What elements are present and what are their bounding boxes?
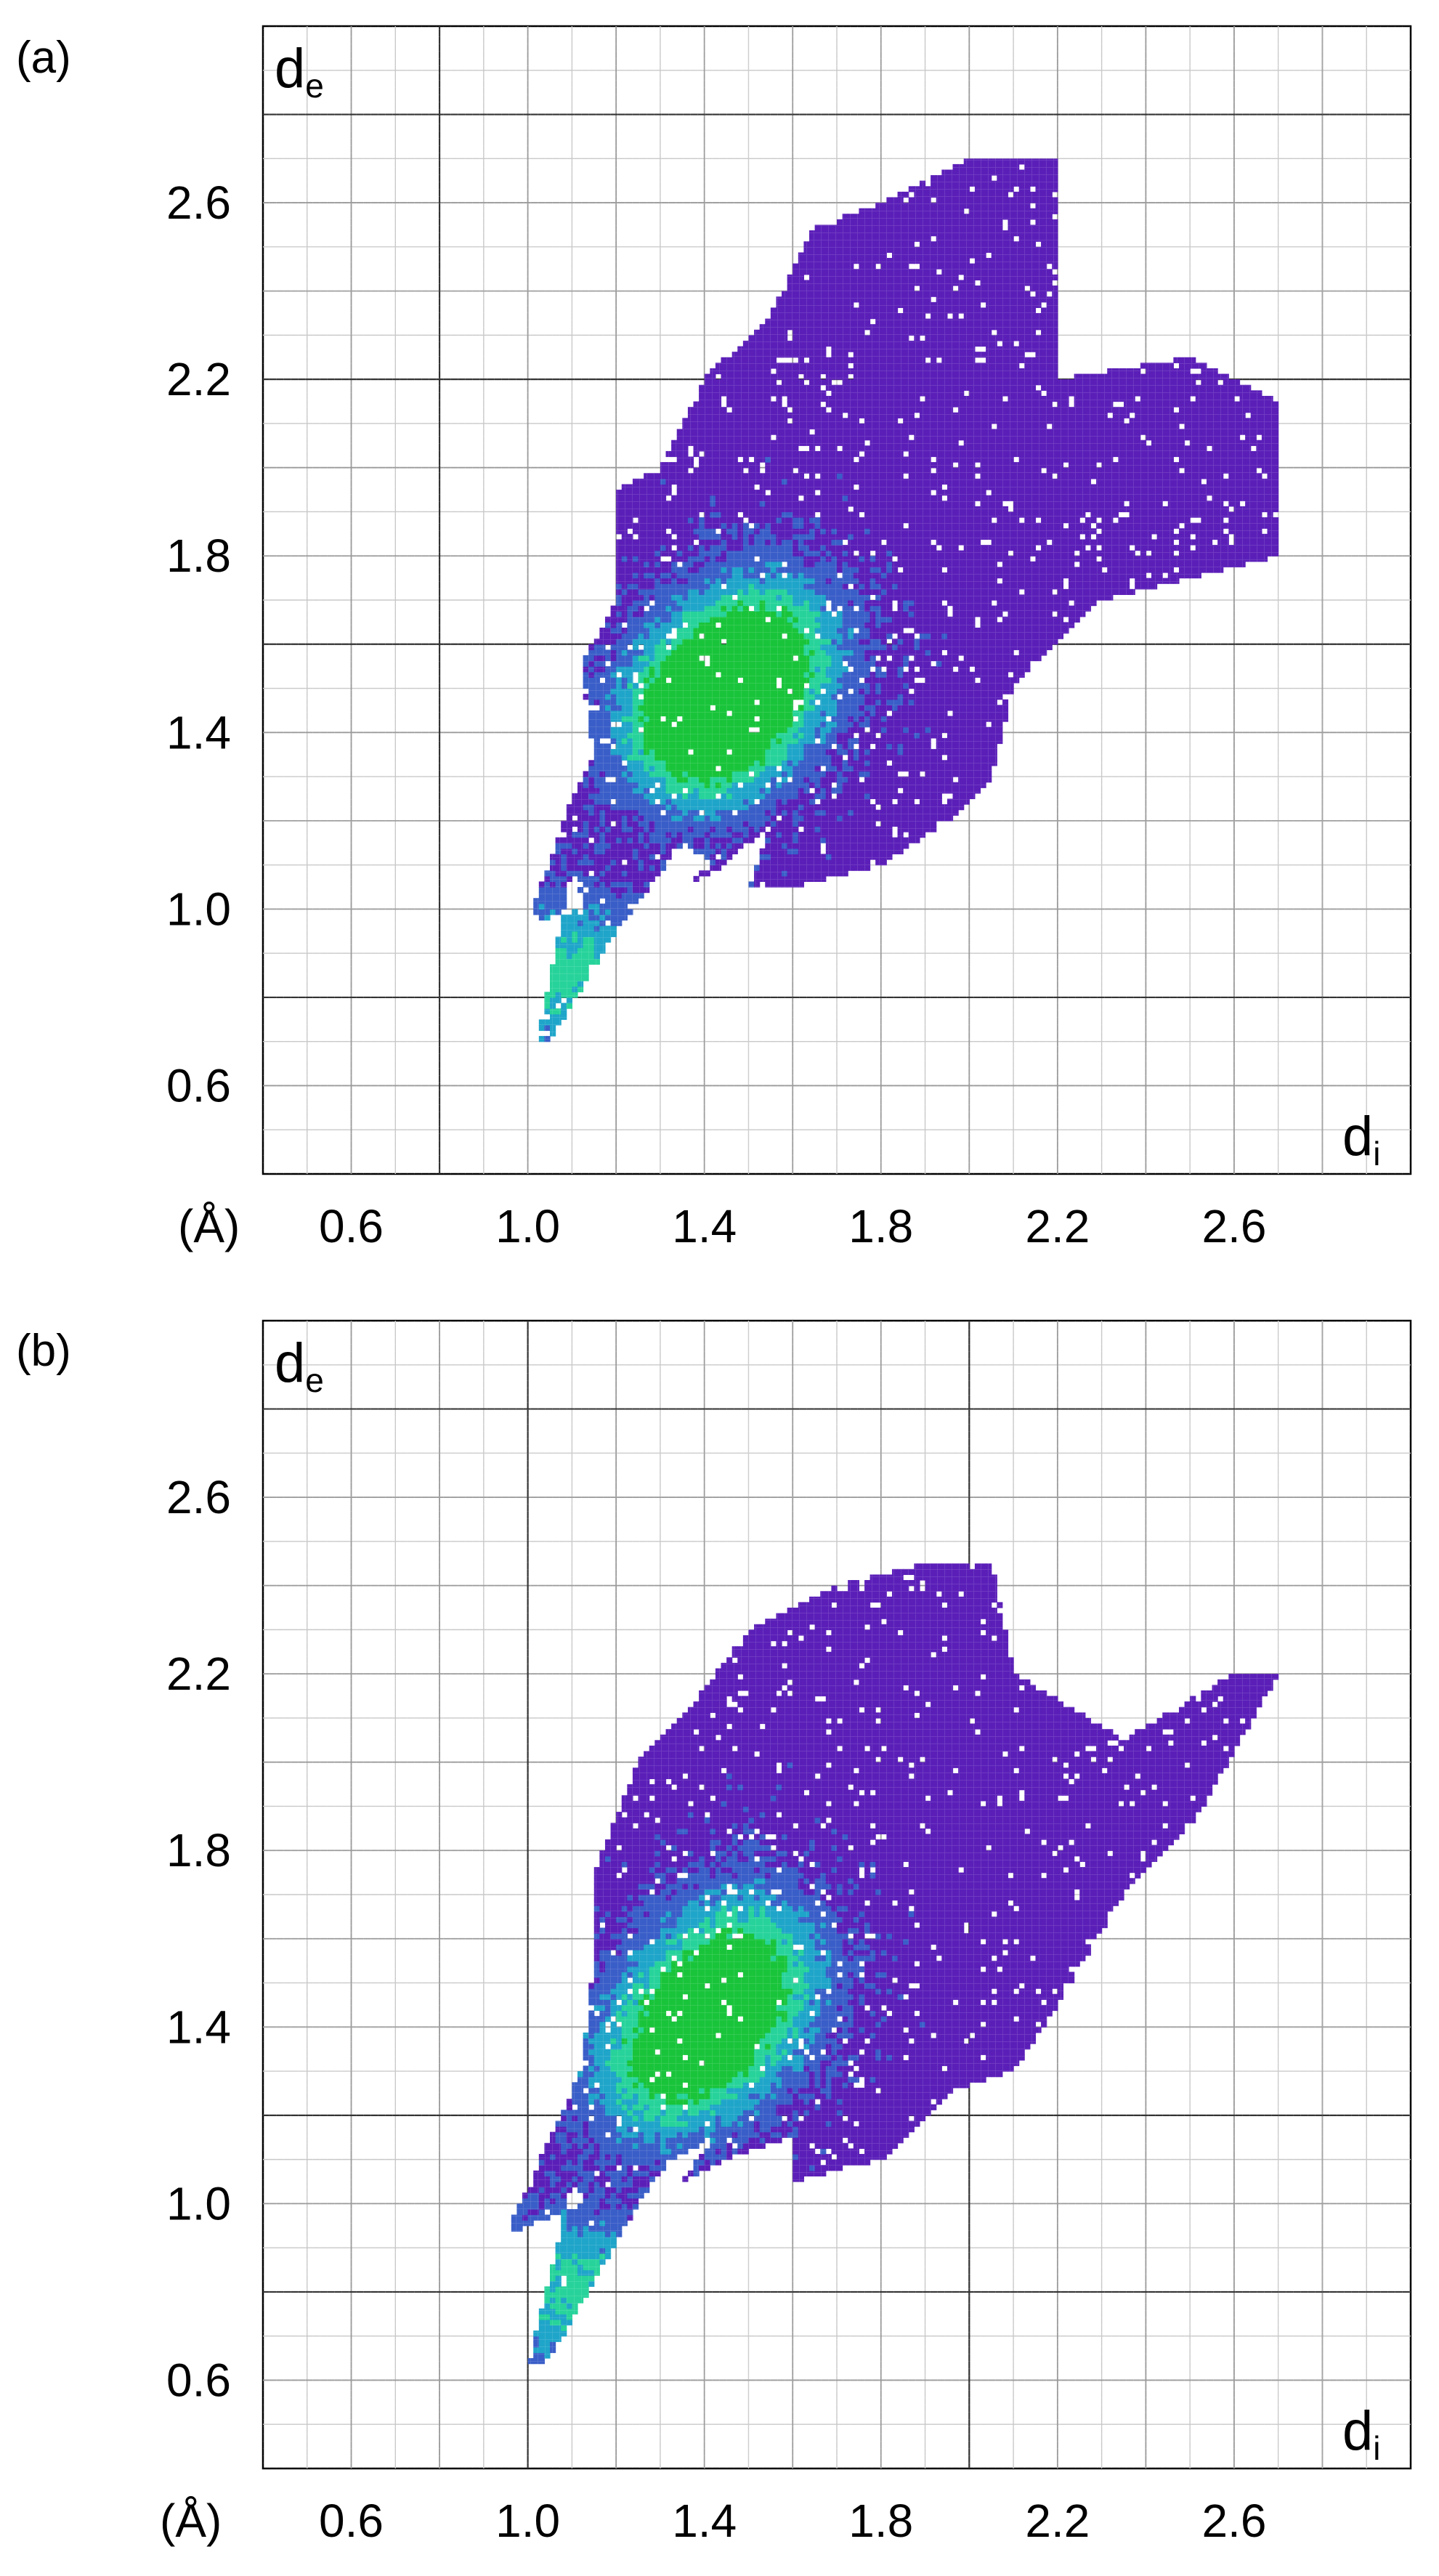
panel-label-a: (a) xyxy=(16,33,71,83)
point-cloud-a xyxy=(263,26,1411,1174)
